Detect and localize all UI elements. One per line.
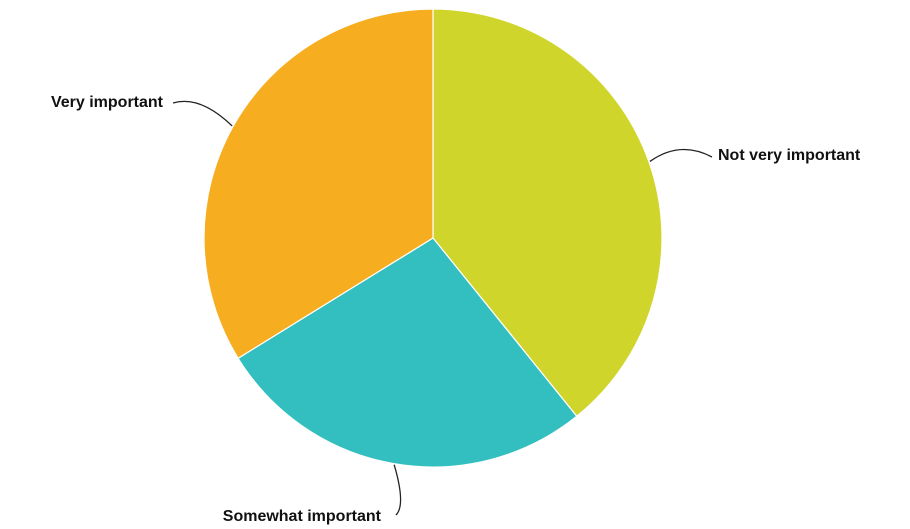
slice-labels: Not very important Somewhat important Very… — [51, 94, 861, 525]
slice-label-somewhat-important: Somewhat important — [223, 508, 382, 525]
leader-line-very-important — [172, 100, 233, 127]
leader-line-somewhat-important — [393, 464, 402, 516]
pie-slice-somewhat-important — [237, 237, 578, 468]
slice-label-not-very-important: Not very important — [718, 147, 861, 164]
pie-slice-not-very-important — [432, 8, 663, 418]
leader-line-not-very-important — [649, 148, 713, 162]
slice-label-very-important: Very important — [51, 94, 164, 111]
pie-slices — [203, 8, 663, 468]
leader-lines — [172, 100, 713, 516]
pie-slice-very-important — [203, 8, 434, 360]
